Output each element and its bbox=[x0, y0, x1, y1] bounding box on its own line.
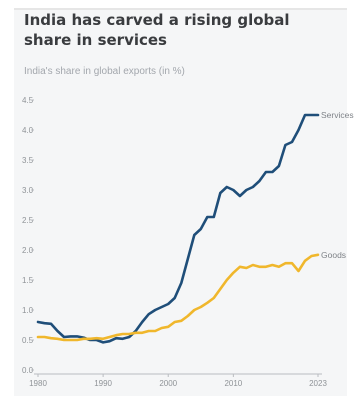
y-tick-label: 1.0 bbox=[22, 306, 34, 315]
y-tick-label: 0.5 bbox=[22, 336, 34, 345]
chart-title: India has carved a rising global share i… bbox=[24, 11, 290, 49]
y-tick-label: 1.5 bbox=[22, 276, 34, 285]
series-line-services bbox=[36, 113, 320, 344]
y-tick-label: 4.5 bbox=[22, 96, 34, 105]
y-tick-label: 3.0 bbox=[22, 186, 34, 195]
y-tick-label: 4.0 bbox=[22, 126, 34, 135]
x-tick-label: 2000 bbox=[159, 379, 177, 388]
chart-subtitle: India's share in global exports (in %) bbox=[24, 66, 185, 77]
y-tick-label: 2.0 bbox=[22, 246, 34, 255]
y-tick-label: 3.5 bbox=[22, 156, 34, 165]
y-tick-label: 2.5 bbox=[22, 216, 34, 225]
series-line-goods bbox=[36, 253, 320, 342]
y-tick-label: 0.0 bbox=[22, 366, 34, 375]
series-label-services: Services bbox=[321, 110, 354, 120]
x-tick-label: 1990 bbox=[94, 379, 112, 388]
x-tick-label: 2023 bbox=[309, 379, 327, 388]
chart-card bbox=[14, 8, 347, 396]
x-tick-label: 2010 bbox=[224, 379, 242, 388]
series-label-goods: Goods bbox=[321, 250, 346, 260]
x-tick-label: 1980 bbox=[29, 379, 47, 388]
